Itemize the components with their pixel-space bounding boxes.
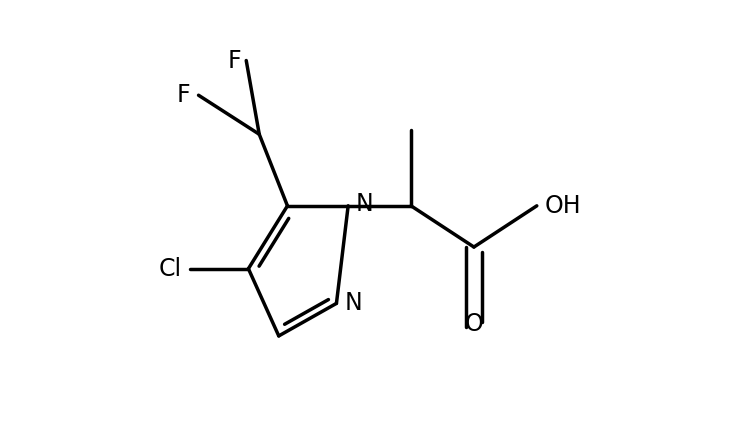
- Text: F: F: [177, 83, 190, 107]
- Text: F: F: [228, 49, 241, 72]
- Text: OH: OH: [545, 194, 581, 218]
- Text: N: N: [344, 291, 362, 316]
- Text: Cl: Cl: [159, 257, 182, 281]
- Text: N: N: [356, 192, 373, 216]
- Text: O: O: [464, 312, 484, 336]
